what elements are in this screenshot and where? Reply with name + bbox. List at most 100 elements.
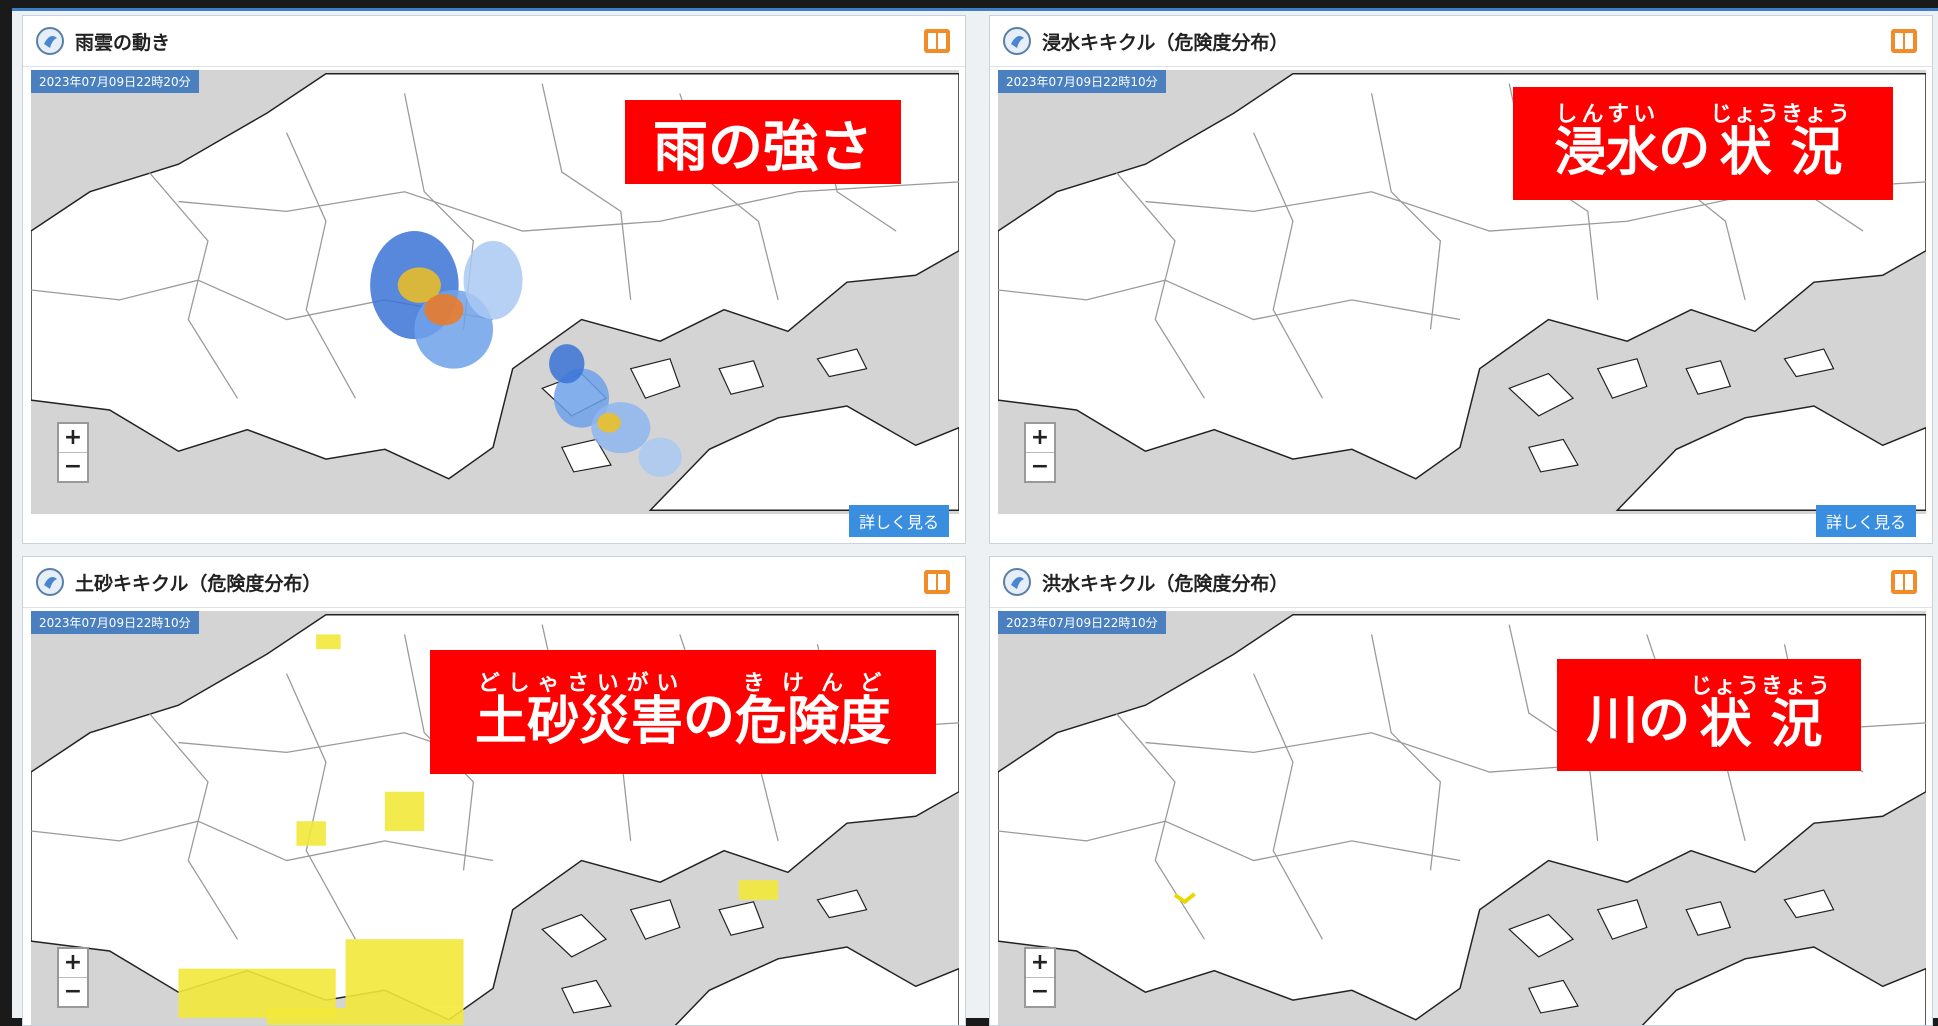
ruby-text: 浸水しんすい: [1554, 102, 1658, 185]
timestamp: 2023年07月09日22時10分: [998, 70, 1166, 93]
label-text: の: [683, 675, 735, 750]
zoom-in[interactable]: +: [1026, 424, 1054, 452]
book-page: [938, 33, 946, 49]
overlay-label: 川の状況じょうきょう: [1557, 659, 1861, 771]
island: [542, 915, 606, 957]
panel-header: 浸水キキクル（危険度分布）: [990, 16, 1932, 67]
furigana: じょうきょう: [1710, 102, 1851, 127]
timestamp: 2023年07月09日22時10分: [998, 611, 1166, 634]
furigana: じょうきょう: [1690, 674, 1831, 699]
manual-button[interactable]: [923, 28, 951, 54]
manual-button[interactable]: [1890, 28, 1918, 54]
island: [1686, 902, 1730, 935]
rain-area: [549, 344, 584, 383]
zoom-control: +−: [57, 422, 89, 483]
book-cover: [924, 29, 950, 53]
label-text: 状況: [1710, 123, 1851, 183]
furigana: どしゃさいがい: [475, 671, 683, 696]
zoom-in[interactable]: +: [1026, 949, 1054, 977]
overlay-label: 浸水しんすいの状況じょうきょう: [1513, 87, 1893, 200]
overlay-label: 雨の強さ: [625, 100, 901, 184]
warning-area: [316, 634, 341, 649]
book-cover: [924, 570, 950, 594]
warning-area: [739, 880, 778, 900]
zoom-control: +−: [1024, 947, 1056, 1008]
furigana: しんすい: [1554, 102, 1658, 127]
zoom-out[interactable]: −: [1026, 452, 1054, 481]
zoom-out[interactable]: −: [59, 977, 87, 1006]
zoom-out[interactable]: −: [59, 452, 87, 481]
island: [1509, 915, 1573, 957]
island: [1509, 374, 1573, 416]
more-button[interactable]: 詳しく見る: [1816, 505, 1916, 537]
panel-header: 洪水キキクル（危険度分布）: [990, 557, 1932, 608]
map-panel: 浸水キキクル（危険度分布） 2023年07月09日22時10分 +− 浸水しんすいの状…: [989, 15, 1933, 544]
island: [1529, 980, 1578, 1012]
ruby-text: 状況じょうきょう: [1690, 674, 1831, 757]
island: [1784, 349, 1833, 377]
overlay-label: 土砂災害どしゃさいがいの危険度きけんど: [430, 650, 936, 774]
panel-icon: [35, 567, 65, 597]
island: [1598, 359, 1647, 398]
panel-icon: [1002, 26, 1032, 56]
map-panel: 土砂キキクル（危険度分布） 2023年07月09日22時10分 +− 土砂災害どしゃさ…: [22, 556, 966, 1026]
panel-icon: [1002, 567, 1032, 597]
manual-button[interactable]: [923, 569, 951, 595]
panel-title: 雨雲の動き: [75, 28, 170, 55]
zoom-control: +−: [57, 947, 89, 1008]
panel-header: 土砂キキクル（危険度分布）: [23, 557, 965, 608]
book-cover: [1891, 29, 1917, 53]
label-text: 雨の強さ: [653, 102, 873, 182]
land: [650, 406, 959, 510]
island: [562, 980, 611, 1012]
map-panel: 雨雲の動き 2023年07月09日22時20分 +− 雨の強さ詳しく見る: [22, 15, 966, 544]
island: [719, 902, 763, 935]
warning-area: [267, 1008, 464, 1026]
ruby-text: 状況じょうきょう: [1710, 102, 1851, 185]
land: [1617, 947, 1926, 1026]
more-button[interactable]: 詳しく見る: [849, 505, 949, 537]
panel-title: 土砂キキクル（危険度分布）: [75, 569, 321, 596]
island: [1686, 361, 1730, 394]
book-page: [928, 574, 936, 590]
furigana: きけんど: [735, 671, 891, 696]
land: [1617, 406, 1926, 510]
land: [650, 947, 959, 1026]
warning-area: [296, 821, 325, 846]
zoom-in[interactable]: +: [59, 949, 87, 977]
book-page: [1905, 574, 1913, 590]
label-text: の: [1638, 678, 1690, 753]
label-text: 危険度: [735, 692, 891, 752]
book-page: [938, 574, 946, 590]
zoom-in[interactable]: +: [59, 424, 87, 452]
island: [817, 890, 866, 918]
island: [631, 359, 680, 398]
warning-area: [385, 792, 424, 831]
panel-header: 雨雲の動き: [23, 16, 965, 67]
island: [719, 361, 763, 394]
book-page: [1895, 574, 1903, 590]
timestamp: 2023年07月09日22時10分: [31, 611, 199, 634]
warning-area: [346, 939, 464, 1008]
panel-icon: [35, 26, 65, 56]
island: [817, 349, 866, 377]
label-text: 状況: [1690, 695, 1831, 755]
zoom-control: +−: [1024, 422, 1056, 483]
book-cover: [1891, 570, 1917, 594]
manual-button[interactable]: [1890, 569, 1918, 595]
label-text: 川: [1586, 678, 1638, 753]
label-text: 浸水: [1554, 123, 1658, 183]
label-text: 土砂災害: [475, 692, 683, 752]
ruby-text: 土砂災害どしゃさいがい: [475, 671, 683, 754]
zoom-out[interactable]: −: [1026, 977, 1054, 1006]
book-page: [1905, 33, 1913, 49]
label-text: の: [1658, 106, 1710, 181]
book-page: [928, 33, 936, 49]
rain-area: [424, 294, 463, 325]
island: [1784, 890, 1833, 918]
timestamp: 2023年07月09日22時20分: [31, 70, 199, 93]
panel-title: 浸水キキクル（危険度分布）: [1042, 28, 1288, 55]
ruby-text: 危険度きけんど: [735, 671, 891, 754]
island: [1529, 439, 1578, 471]
